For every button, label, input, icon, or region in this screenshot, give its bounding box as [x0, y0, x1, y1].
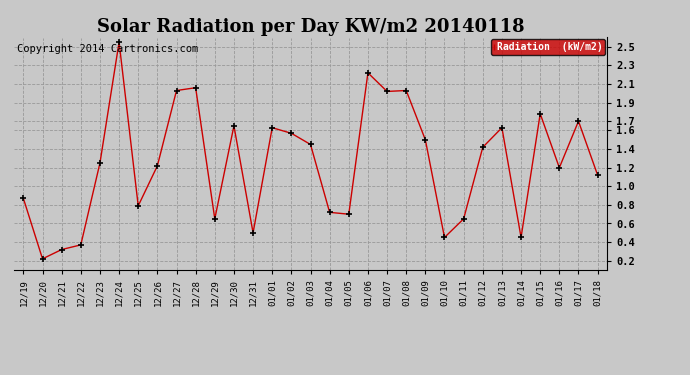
Legend: Radiation  (kW/m2): Radiation (kW/m2) [491, 39, 605, 55]
Text: Copyright 2014 Cartronics.com: Copyright 2014 Cartronics.com [17, 45, 198, 54]
Title: Solar Radiation per Day KW/m2 20140118: Solar Radiation per Day KW/m2 20140118 [97, 18, 524, 36]
